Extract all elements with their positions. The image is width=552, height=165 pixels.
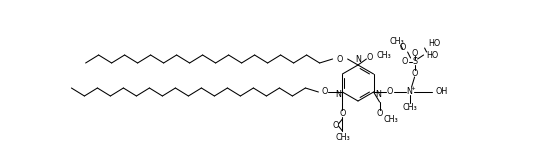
Text: N: N xyxy=(335,90,341,99)
Text: O: O xyxy=(400,44,406,52)
Text: O: O xyxy=(411,69,418,79)
Text: CH₃: CH₃ xyxy=(335,132,350,142)
Text: O: O xyxy=(366,53,373,63)
Text: CH₃: CH₃ xyxy=(402,102,417,112)
Text: O: O xyxy=(376,110,383,118)
Text: +: + xyxy=(410,86,415,92)
Text: N: N xyxy=(407,87,412,97)
Text: HO: HO xyxy=(428,39,441,49)
Text: N: N xyxy=(375,90,381,99)
Text: O: O xyxy=(401,57,408,66)
Text: HO: HO xyxy=(427,51,439,61)
Text: O: O xyxy=(336,54,343,64)
Text: O: O xyxy=(332,120,338,130)
Text: CH₃: CH₃ xyxy=(384,115,399,125)
Text: O: O xyxy=(411,49,418,57)
Text: O: O xyxy=(321,87,327,97)
Text: O: O xyxy=(386,87,393,97)
Text: CH₃: CH₃ xyxy=(389,37,404,47)
Text: O: O xyxy=(339,110,346,118)
Text: OH: OH xyxy=(436,87,448,97)
Text: N: N xyxy=(355,55,361,64)
Text: S: S xyxy=(412,57,417,66)
Text: CH₃: CH₃ xyxy=(376,51,391,61)
